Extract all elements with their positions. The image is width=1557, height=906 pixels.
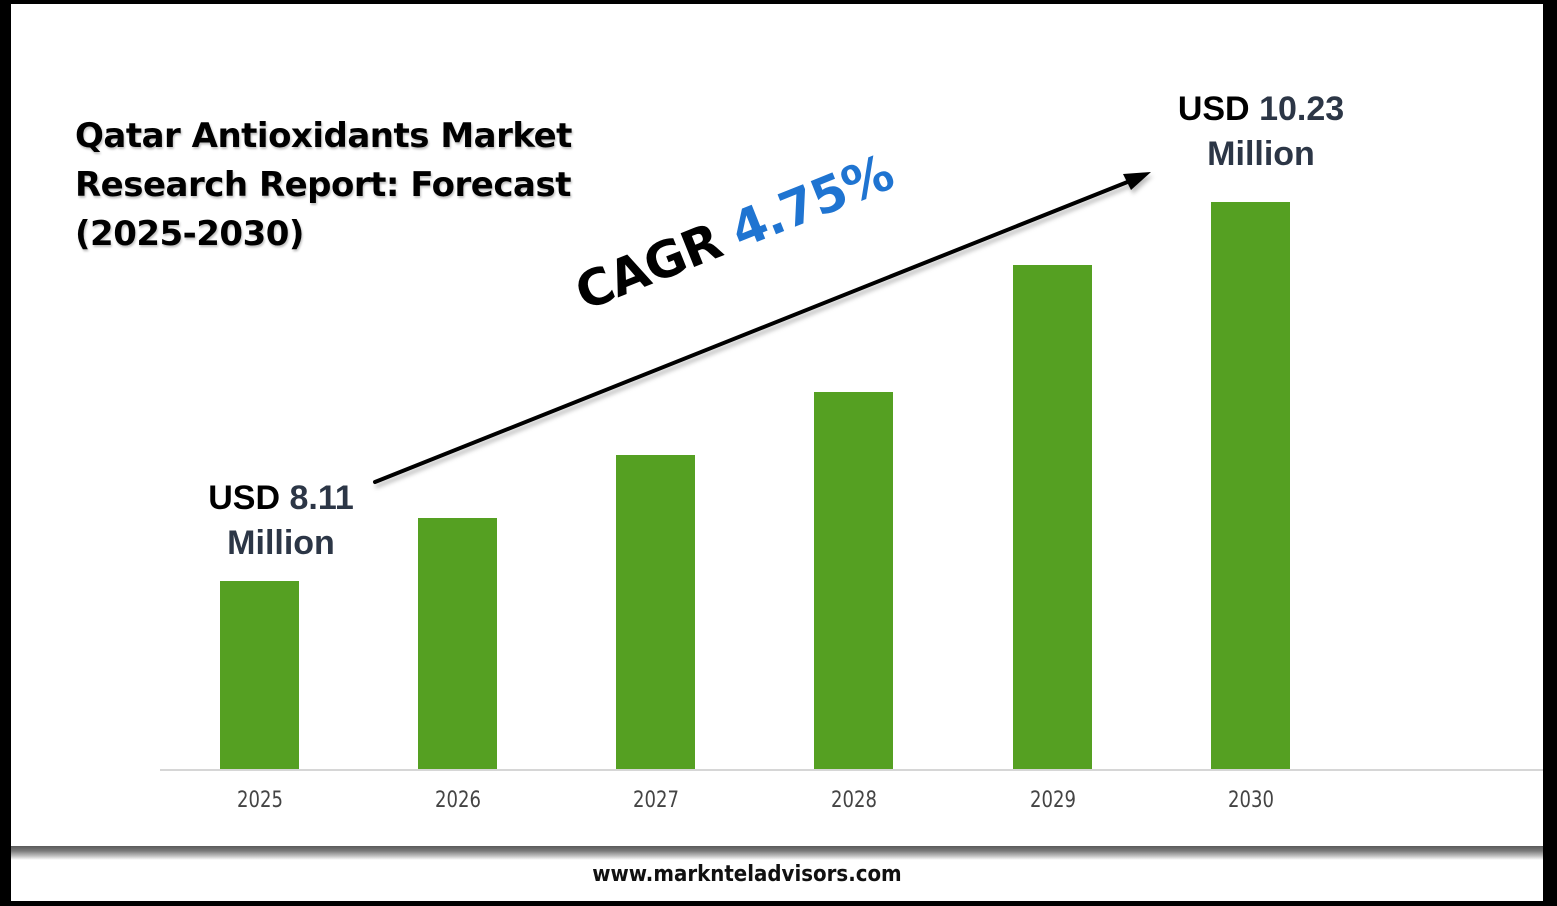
chart-canvas: Qatar Antioxidants Market Research Repor… <box>11 4 1543 901</box>
footer: www.marknteladvisors.com <box>11 862 1543 887</box>
source-website-link[interactable]: www.marknteladvisors.com <box>592 862 902 887</box>
x-tick-2028: 2028 <box>830 788 877 813</box>
end-value-callout: USD 10.23 Million <box>1151 87 1371 177</box>
end-unit: Million <box>1207 135 1315 173</box>
cagr-arrow-icon <box>373 172 1151 484</box>
bar-2028 <box>814 392 893 769</box>
end-value: 10.23 <box>1259 90 1345 128</box>
chart-title-line-3: (2025-2030) <box>75 214 304 254</box>
x-tick-2026: 2026 <box>434 788 481 813</box>
plot-area: 2025 2026 2027 2028 2029 2030 CAGR 4.75%… <box>11 4 1543 901</box>
bar-2027 <box>616 455 695 769</box>
x-tick-2030: 2030 <box>1227 788 1274 813</box>
start-unit: Million <box>227 524 335 562</box>
x-tick-2025: 2025 <box>236 788 283 813</box>
bar-2025 <box>220 581 299 769</box>
start-currency: USD <box>208 479 281 517</box>
chart-title: Qatar Antioxidants Market Research Repor… <box>75 112 572 259</box>
bar-2026 <box>418 518 497 769</box>
footer-divider <box>11 846 1543 860</box>
bar-2030 <box>1211 202 1290 769</box>
end-currency: USD <box>1177 90 1250 128</box>
start-value: 8.11 <box>289 479 354 517</box>
x-tick-2029: 2029 <box>1029 788 1076 813</box>
bar-2029 <box>1013 265 1092 769</box>
start-value-callout: USD 8.11 Million <box>181 476 381 566</box>
chart-title-line-1: Qatar Antioxidants Market <box>75 116 572 156</box>
x-tick-2027: 2027 <box>632 788 679 813</box>
x-axis-line <box>160 769 1543 771</box>
chart-title-line-2: Research Report: Forecast <box>75 165 571 205</box>
